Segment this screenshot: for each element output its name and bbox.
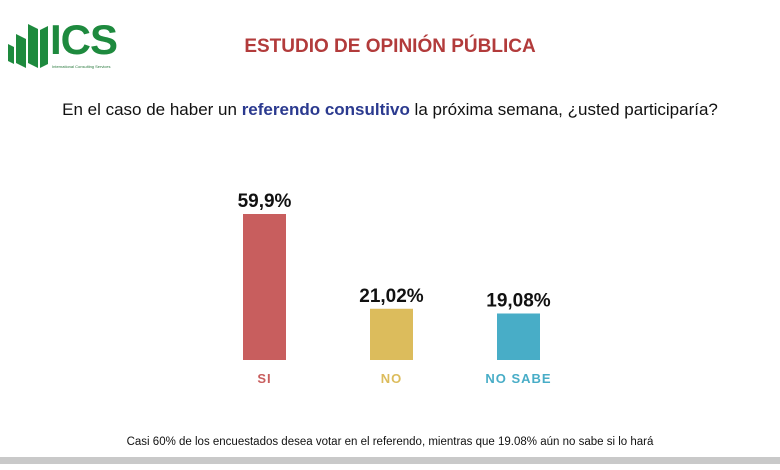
logo-cubes-icon [8,24,48,68]
footer-note: Casi 60% de los encuestados desea votar … [126,436,654,448]
question-highlight: referendo consultivo [241,100,410,119]
bar-si [243,214,286,360]
logo-text: ICS [50,16,118,63]
data-label: 19,08% [486,290,551,311]
page-title: ESTUDIO DE OPINIÓN PÚBLICA [244,36,536,57]
ics-logo: ICS International Consulting Services [6,16,118,72]
bottom-divider [0,457,780,464]
data-label: 21,02% [359,286,424,307]
bar-no-sabe [497,313,540,360]
category-label: NO SABE [485,371,551,386]
bar-no [370,308,413,360]
category-label: SI [257,371,271,386]
question-text: En el caso de haber un referendo consult… [62,100,718,119]
category-label: NO [381,371,403,386]
logo-subtitle: International Consulting Services [52,64,111,69]
data-label: 59,9% [238,191,292,212]
